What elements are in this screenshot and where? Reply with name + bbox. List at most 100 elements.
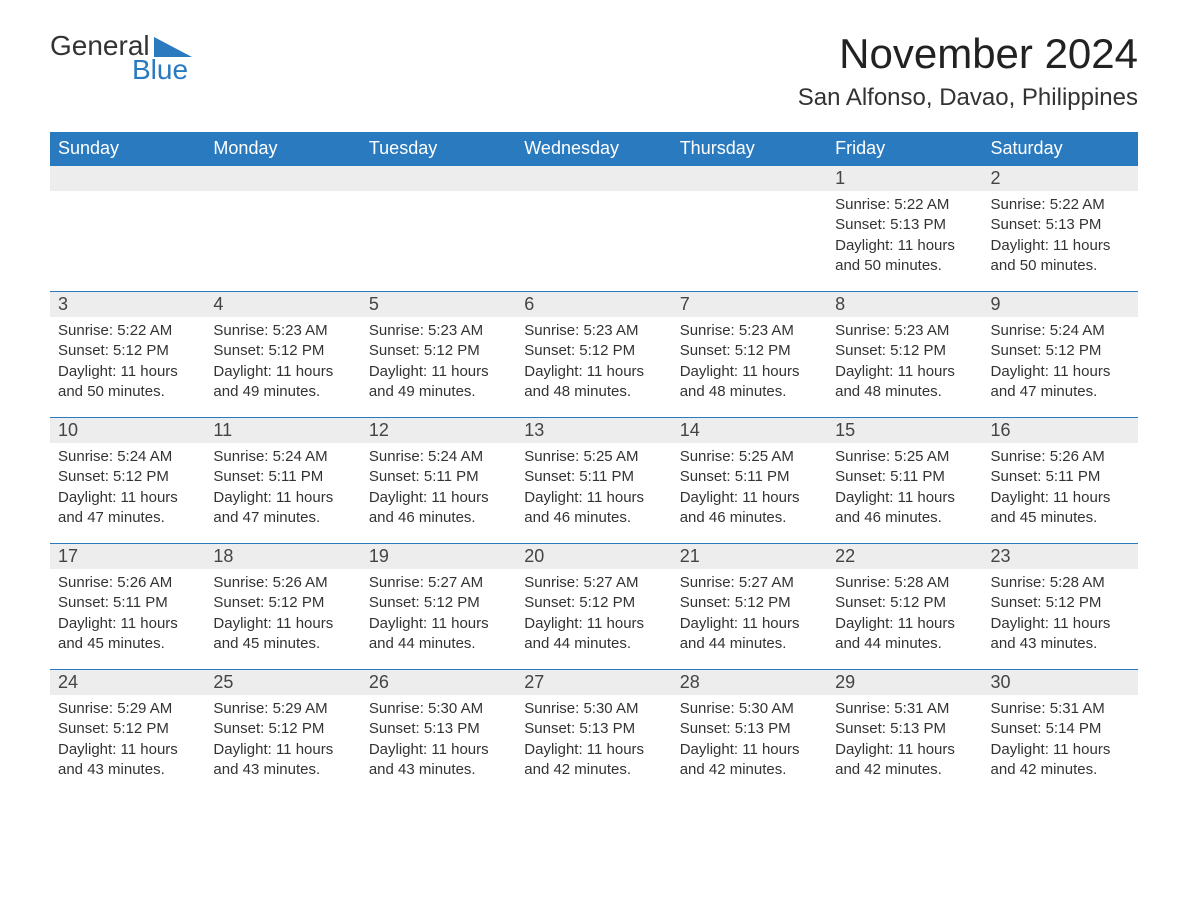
day-number: 21 bbox=[672, 544, 827, 569]
day-number: 8 bbox=[827, 292, 982, 317]
sunset-line: Sunset: 5:11 PM bbox=[58, 593, 197, 613]
calendar-day-cell: 30Sunrise: 5:31 AMSunset: 5:14 PMDayligh… bbox=[983, 670, 1138, 796]
day-details: Sunrise: 5:23 AMSunset: 5:12 PMDaylight:… bbox=[672, 317, 827, 410]
sunset-line: Sunset: 5:12 PM bbox=[369, 593, 508, 613]
daylight-line: Daylight: 11 hours and 47 minutes. bbox=[58, 488, 197, 529]
calendar-header-row: SundayMondayTuesdayWednesdayThursdayFrid… bbox=[50, 132, 1138, 166]
day-number: 19 bbox=[361, 544, 516, 569]
calendar-day-cell: 13Sunrise: 5:25 AMSunset: 5:11 PMDayligh… bbox=[516, 418, 671, 544]
day-details: Sunrise: 5:25 AMSunset: 5:11 PMDaylight:… bbox=[516, 443, 671, 536]
calendar-day-cell: 4Sunrise: 5:23 AMSunset: 5:12 PMDaylight… bbox=[205, 292, 360, 418]
day-number: 16 bbox=[983, 418, 1138, 443]
daylight-line: Daylight: 11 hours and 44 minutes. bbox=[524, 614, 663, 655]
sunrise-line: Sunrise: 5:30 AM bbox=[680, 699, 819, 719]
weekday-header: Monday bbox=[205, 132, 360, 166]
weekday-header: Saturday bbox=[983, 132, 1138, 166]
day-number: 24 bbox=[50, 670, 205, 695]
sunrise-line: Sunrise: 5:26 AM bbox=[58, 573, 197, 593]
sunset-line: Sunset: 5:12 PM bbox=[213, 341, 352, 361]
day-number: 26 bbox=[361, 670, 516, 695]
sunset-line: Sunset: 5:12 PM bbox=[991, 341, 1130, 361]
sunset-line: Sunset: 5:13 PM bbox=[835, 215, 974, 235]
calendar-day-cell: 24Sunrise: 5:29 AMSunset: 5:12 PMDayligh… bbox=[50, 670, 205, 796]
calendar-day-cell bbox=[50, 166, 205, 292]
sunrise-line: Sunrise: 5:24 AM bbox=[991, 321, 1130, 341]
sunset-line: Sunset: 5:11 PM bbox=[680, 467, 819, 487]
day-details: Sunrise: 5:31 AMSunset: 5:14 PMDaylight:… bbox=[983, 695, 1138, 788]
day-number: 22 bbox=[827, 544, 982, 569]
day-number: 25 bbox=[205, 670, 360, 695]
calendar-week-row: 24Sunrise: 5:29 AMSunset: 5:12 PMDayligh… bbox=[50, 670, 1138, 796]
sunrise-line: Sunrise: 5:24 AM bbox=[213, 447, 352, 467]
daylight-line: Daylight: 11 hours and 50 minutes. bbox=[991, 236, 1130, 277]
day-number: 1 bbox=[827, 166, 982, 191]
sunrise-line: Sunrise: 5:24 AM bbox=[58, 447, 197, 467]
daylight-line: Daylight: 11 hours and 48 minutes. bbox=[524, 362, 663, 403]
day-number: 11 bbox=[205, 418, 360, 443]
daylight-line: Daylight: 11 hours and 49 minutes. bbox=[213, 362, 352, 403]
calendar-day-cell: 7Sunrise: 5:23 AMSunset: 5:12 PMDaylight… bbox=[672, 292, 827, 418]
sunset-line: Sunset: 5:11 PM bbox=[524, 467, 663, 487]
daylight-line: Daylight: 11 hours and 42 minutes. bbox=[835, 740, 974, 781]
calendar-week-row: 3Sunrise: 5:22 AMSunset: 5:12 PMDaylight… bbox=[50, 292, 1138, 418]
day-details: Sunrise: 5:22 AMSunset: 5:13 PMDaylight:… bbox=[983, 191, 1138, 284]
day-details: Sunrise: 5:29 AMSunset: 5:12 PMDaylight:… bbox=[50, 695, 205, 788]
daylight-line: Daylight: 11 hours and 45 minutes. bbox=[991, 488, 1130, 529]
sunrise-line: Sunrise: 5:27 AM bbox=[369, 573, 508, 593]
sunset-line: Sunset: 5:13 PM bbox=[991, 215, 1130, 235]
sunset-line: Sunset: 5:12 PM bbox=[213, 593, 352, 613]
weekday-header: Sunday bbox=[50, 132, 205, 166]
daylight-line: Daylight: 11 hours and 46 minutes. bbox=[369, 488, 508, 529]
sunset-line: Sunset: 5:12 PM bbox=[369, 341, 508, 361]
daylight-line: Daylight: 11 hours and 42 minutes. bbox=[991, 740, 1130, 781]
daylight-line: Daylight: 11 hours and 50 minutes. bbox=[58, 362, 197, 403]
sunrise-line: Sunrise: 5:27 AM bbox=[680, 573, 819, 593]
calendar-table: SundayMondayTuesdayWednesdayThursdayFrid… bbox=[50, 132, 1138, 796]
sunrise-line: Sunrise: 5:26 AM bbox=[213, 573, 352, 593]
daylight-line: Daylight: 11 hours and 45 minutes. bbox=[58, 614, 197, 655]
sunset-line: Sunset: 5:11 PM bbox=[213, 467, 352, 487]
day-details: Sunrise: 5:26 AMSunset: 5:11 PMDaylight:… bbox=[50, 569, 205, 662]
sunrise-line: Sunrise: 5:23 AM bbox=[369, 321, 508, 341]
day-number: 27 bbox=[516, 670, 671, 695]
sunrise-line: Sunrise: 5:27 AM bbox=[524, 573, 663, 593]
sunrise-line: Sunrise: 5:22 AM bbox=[58, 321, 197, 341]
sunrise-line: Sunrise: 5:22 AM bbox=[991, 195, 1130, 215]
sunrise-line: Sunrise: 5:23 AM bbox=[524, 321, 663, 341]
daylight-line: Daylight: 11 hours and 46 minutes. bbox=[835, 488, 974, 529]
sunset-line: Sunset: 5:12 PM bbox=[680, 341, 819, 361]
sunrise-line: Sunrise: 5:22 AM bbox=[835, 195, 974, 215]
day-number: 20 bbox=[516, 544, 671, 569]
calendar-day-cell: 6Sunrise: 5:23 AMSunset: 5:12 PMDaylight… bbox=[516, 292, 671, 418]
weekday-header: Tuesday bbox=[361, 132, 516, 166]
day-details: Sunrise: 5:27 AMSunset: 5:12 PMDaylight:… bbox=[361, 569, 516, 662]
calendar-day-cell: 26Sunrise: 5:30 AMSunset: 5:13 PMDayligh… bbox=[361, 670, 516, 796]
calendar-day-cell: 19Sunrise: 5:27 AMSunset: 5:12 PMDayligh… bbox=[361, 544, 516, 670]
day-details: Sunrise: 5:22 AMSunset: 5:12 PMDaylight:… bbox=[50, 317, 205, 410]
calendar-day-cell bbox=[205, 166, 360, 292]
daylight-line: Daylight: 11 hours and 43 minutes. bbox=[991, 614, 1130, 655]
sunrise-line: Sunrise: 5:31 AM bbox=[991, 699, 1130, 719]
sunrise-line: Sunrise: 5:23 AM bbox=[213, 321, 352, 341]
sunrise-line: Sunrise: 5:26 AM bbox=[991, 447, 1130, 467]
calendar-day-cell: 8Sunrise: 5:23 AMSunset: 5:12 PMDaylight… bbox=[827, 292, 982, 418]
location-text: San Alfonso, Davao, Philippines bbox=[798, 84, 1138, 112]
brand-logo: General Blue bbox=[50, 30, 192, 86]
sunrise-line: Sunrise: 5:30 AM bbox=[524, 699, 663, 719]
sunset-line: Sunset: 5:12 PM bbox=[835, 593, 974, 613]
calendar-day-cell bbox=[516, 166, 671, 292]
calendar-day-cell: 20Sunrise: 5:27 AMSunset: 5:12 PMDayligh… bbox=[516, 544, 671, 670]
calendar-day-cell: 11Sunrise: 5:24 AMSunset: 5:11 PMDayligh… bbox=[205, 418, 360, 544]
day-number: 12 bbox=[361, 418, 516, 443]
calendar-day-cell bbox=[672, 166, 827, 292]
day-number: 15 bbox=[827, 418, 982, 443]
daylight-line: Daylight: 11 hours and 43 minutes. bbox=[58, 740, 197, 781]
weekday-header: Friday bbox=[827, 132, 982, 166]
day-details: Sunrise: 5:31 AMSunset: 5:13 PMDaylight:… bbox=[827, 695, 982, 788]
calendar-day-cell: 21Sunrise: 5:27 AMSunset: 5:12 PMDayligh… bbox=[672, 544, 827, 670]
daylight-line: Daylight: 11 hours and 43 minutes. bbox=[369, 740, 508, 781]
calendar-week-row: 10Sunrise: 5:24 AMSunset: 5:12 PMDayligh… bbox=[50, 418, 1138, 544]
day-details: Sunrise: 5:30 AMSunset: 5:13 PMDaylight:… bbox=[361, 695, 516, 788]
calendar-day-cell: 29Sunrise: 5:31 AMSunset: 5:13 PMDayligh… bbox=[827, 670, 982, 796]
day-details: Sunrise: 5:27 AMSunset: 5:12 PMDaylight:… bbox=[516, 569, 671, 662]
